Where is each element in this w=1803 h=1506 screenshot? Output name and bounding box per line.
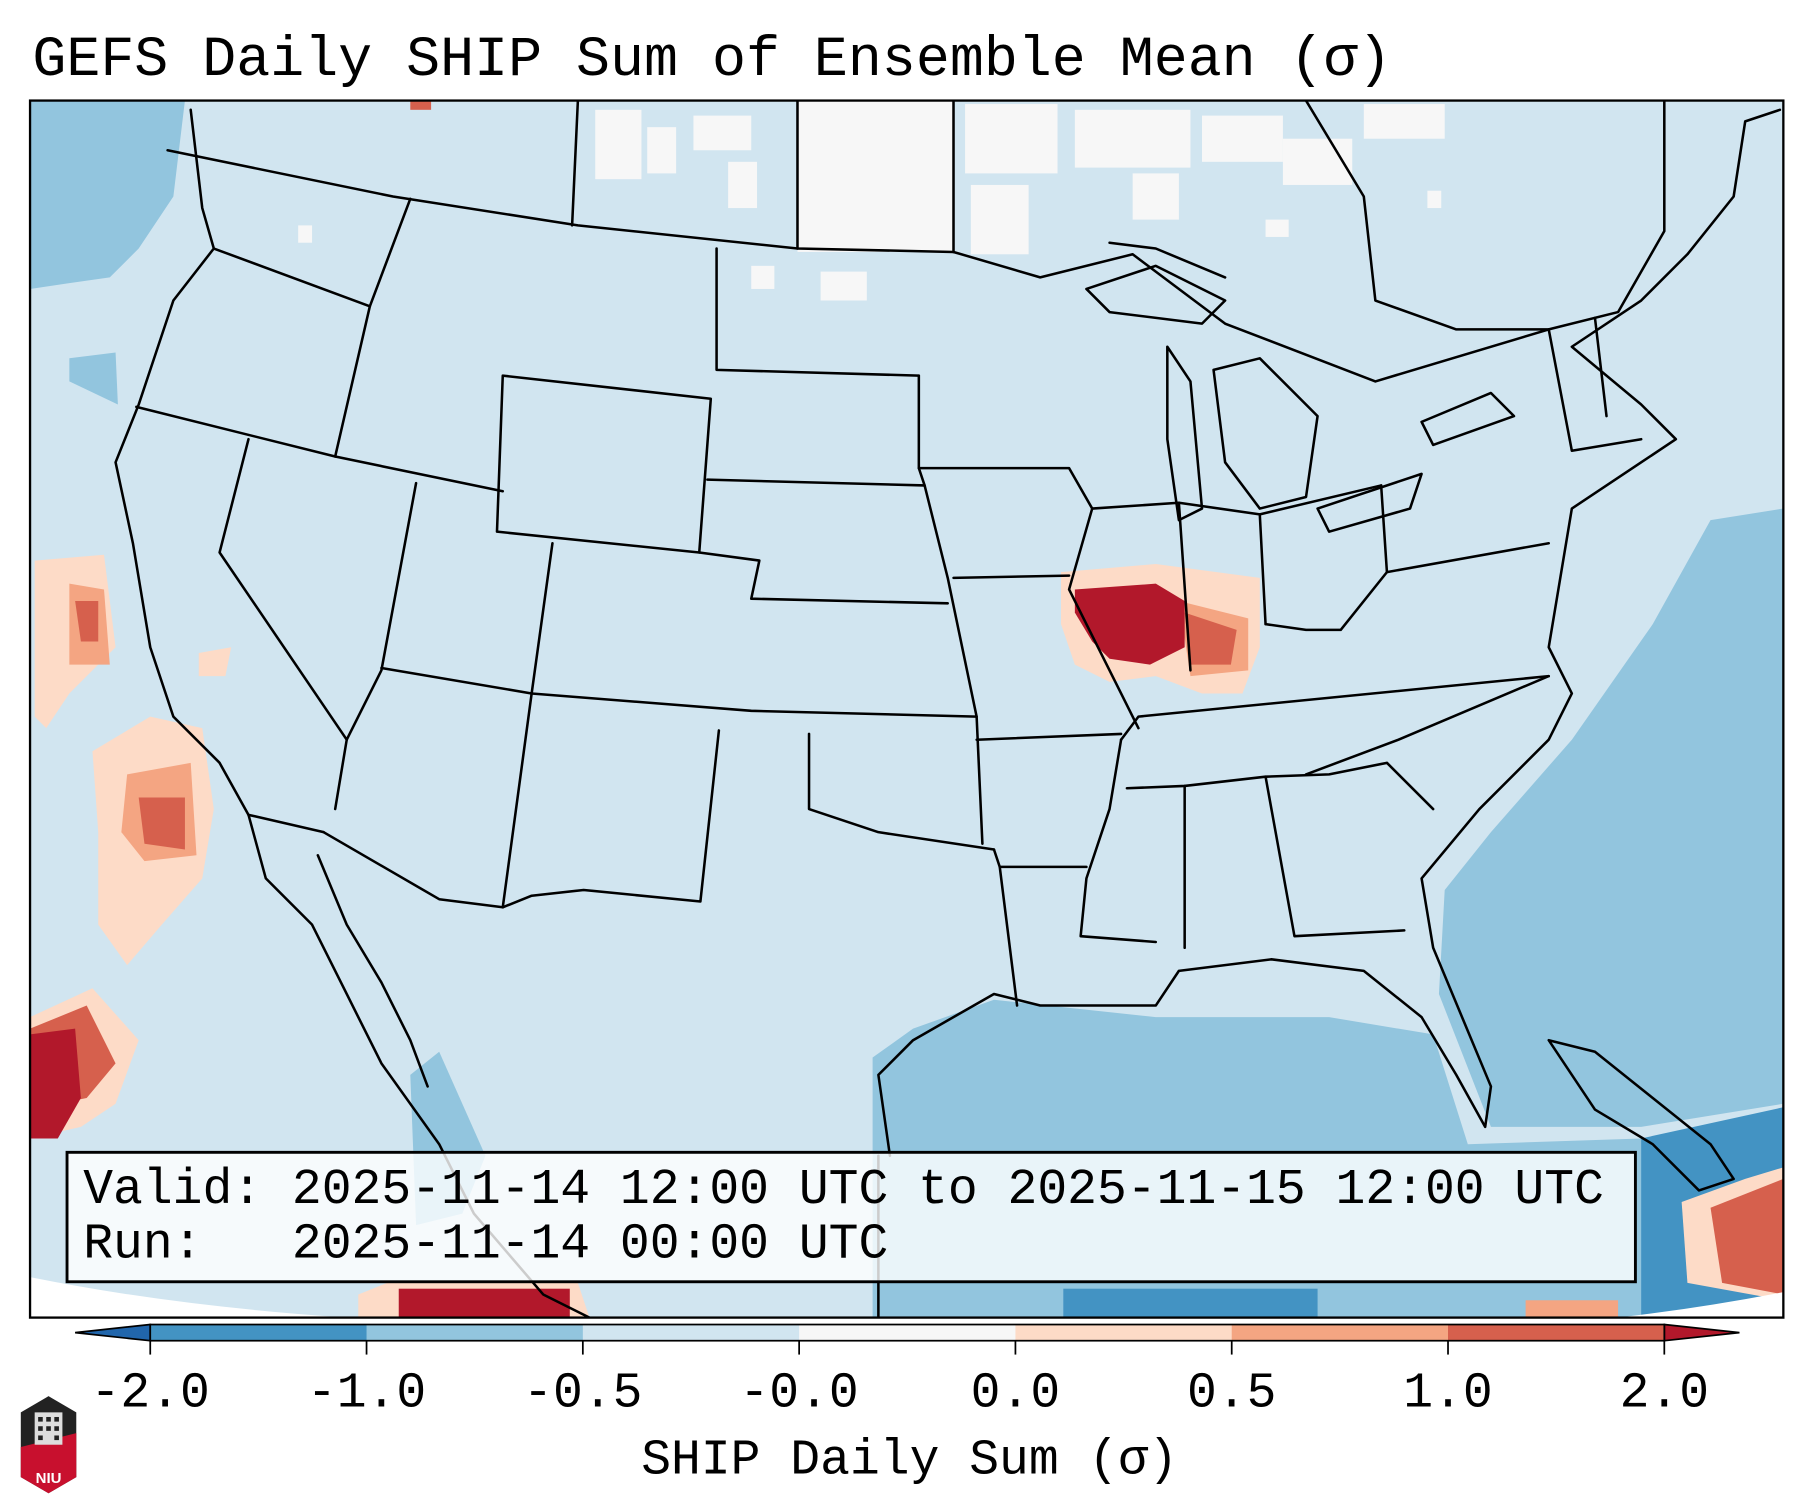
colorbar: -2.0 -1.0 -0.5 -0.0 0.0 0.5 1.0 2.0 SHIP Daily … xyxy=(75,1323,1740,1489)
colorbar-segment xyxy=(1448,1324,1665,1341)
colorbar-segment xyxy=(799,1324,1017,1341)
canada-neutral-patches xyxy=(298,100,1445,301)
info-box: Valid: 2025-11-14 12:00 UTC to 2025-11-1… xyxy=(65,1150,1637,1284)
pacific-shade xyxy=(69,352,118,405)
colorbar-segment xyxy=(1015,1324,1233,1341)
colorbar-tick-label: -1.0 xyxy=(307,1366,426,1422)
pacific-shade xyxy=(30,100,185,289)
colorbar-segment xyxy=(1231,1324,1449,1341)
colorbar-segment xyxy=(150,1324,368,1341)
colorbar-tick-label: 1.0 xyxy=(1403,1366,1492,1422)
logo-text: NIU xyxy=(36,1470,62,1487)
coastlines-and-borders xyxy=(114,100,1782,1318)
outside-projection xyxy=(30,1277,347,1318)
map xyxy=(30,100,1784,1318)
atlantic-shade xyxy=(1438,508,1784,1127)
colorbar-tick-label: -2.0 xyxy=(91,1366,210,1422)
colorbar-tick-label: 0.5 xyxy=(1187,1366,1276,1422)
colorbar-under-extension xyxy=(75,1323,152,1342)
colorbar-tick-label: -0.0 xyxy=(739,1366,858,1422)
colorbar-over-extension xyxy=(1663,1323,1740,1342)
colorbar-segment xyxy=(582,1324,800,1341)
colorbar-tick-label: 0.0 xyxy=(971,1366,1060,1422)
map-frame xyxy=(28,99,1785,1319)
colorbar-tick-label: 2.0 xyxy=(1620,1366,1709,1422)
niu-logo: NIU xyxy=(20,1396,77,1494)
plot-title: GEFS Daily SHIP Sum of Ensemble Mean (σ) xyxy=(32,29,1391,93)
colorbar-label: SHIP Daily Sum (σ) xyxy=(641,1433,1178,1489)
colorbar-tick-label: -0.5 xyxy=(523,1366,642,1422)
caribbean-dark xyxy=(1063,1288,1318,1318)
colorbar-segment xyxy=(366,1324,584,1341)
run-time-text: Run: 2025-11-14 00:00 UTC xyxy=(83,1216,888,1272)
valid-time-text: Valid: 2025-11-14 12:00 UTC to 2025-11-1… xyxy=(83,1162,1604,1218)
outside-projection xyxy=(1618,1292,1784,1318)
